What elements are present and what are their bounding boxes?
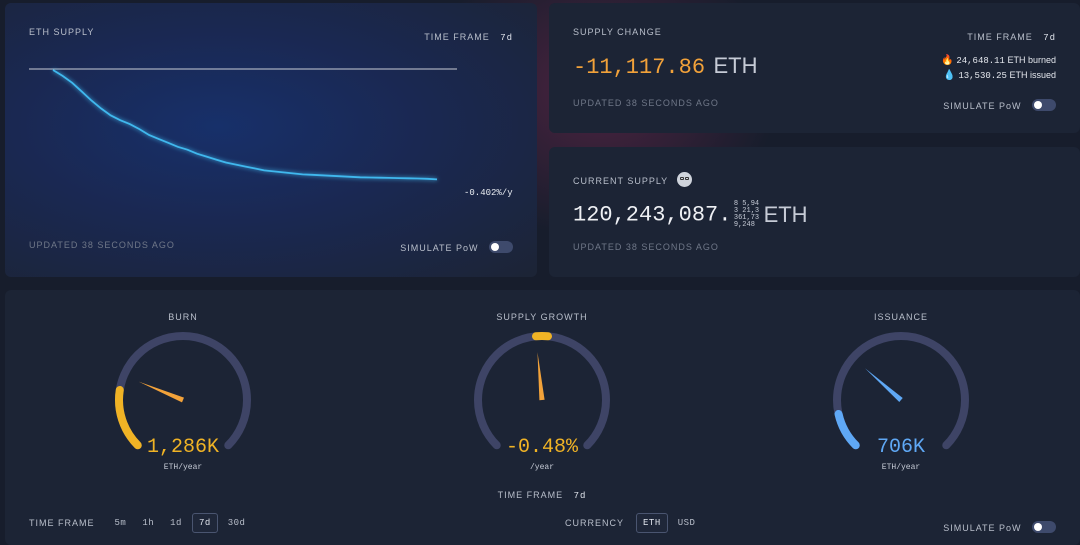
growth-unit: /year — [529, 463, 554, 472]
timeframe-button-5m[interactable]: 5m — [114, 518, 127, 528]
gauge-needle — [537, 352, 545, 401]
decimal-line: 361,73 — [733, 214, 760, 222]
current-supply-decimals: 8 5,94 3 21,3 361,73 9,248 — [734, 201, 759, 229]
currency-selector: CURRENCY ETH USD — [565, 513, 701, 533]
burn-value: 1,286K — [146, 436, 219, 459]
gauge-needle — [864, 368, 903, 402]
current-supply-integer: 120,243,087. — [573, 202, 732, 228]
gauge-fill — [115, 385, 142, 450]
current-supply-updated: UPDATED 38 SECONDS AGO — [573, 242, 719, 252]
burn-issue-breakdown: 🔥 24,648.11 ETH burned 💧 13,530.25 ETH i… — [941, 55, 1056, 81]
currency-button-usd[interactable]: USD — [677, 518, 696, 528]
simulate-label: SIMULATE PoW — [400, 243, 479, 253]
issued-value: 13,530.25 — [958, 71, 1007, 81]
supply-series-line — [52, 69, 438, 181]
footer-simulate: SIMULATE PoW — [943, 518, 1056, 536]
simulate-label: SIMULATE PoW — [943, 523, 1022, 533]
decimal-line: 3 21,3 — [733, 207, 760, 215]
supply-change-timeframe: TIME FRAME 7d — [967, 27, 1056, 45]
growth-title: SUPPLY GROWTH — [496, 312, 588, 322]
current-supply-card: CURRENT SUPPLY 120,243,087. 8 5,94 3 21,… — [549, 147, 1080, 277]
timeframe-value: 7d — [1043, 33, 1056, 43]
issuance-title: ISSUANCE — [873, 312, 928, 322]
burn-gauge — [115, 331, 251, 450]
supply-change-card: SUPPLY CHANGE TIME FRAME 7d -11,117.86 E… — [549, 3, 1080, 133]
eth-supply-updated: UPDATED 38 SECONDS AGO — [29, 240, 175, 250]
growth-timeframe: TIME FRAME 7d — [462, 485, 622, 503]
nerd-face-icon — [676, 172, 692, 188]
timeframe-button-7d[interactable]: 7d — [191, 513, 218, 533]
droplet-icon: 💧 — [943, 70, 956, 81]
supply-change-amount: -11,117.86 ETH — [573, 53, 757, 80]
timeframe-button-1d[interactable]: 1d — [170, 518, 182, 528]
timeframe-label: TIME FRAME — [497, 490, 564, 500]
timeframe-selector: TIME FRAME 5m 1h 1d 7d 30d — [29, 513, 251, 533]
simulate-label: SIMULATE PoW — [943, 101, 1022, 111]
burned-label: ETH burned — [1007, 55, 1056, 65]
timeframe-label: TIME FRAME — [424, 32, 490, 42]
supply-change-unit: ETH — [713, 53, 758, 78]
growth-value: -0.48% — [505, 436, 578, 459]
timeframe-button-30d[interactable]: 30d — [227, 518, 246, 528]
supply-change-title: SUPPLY CHANGE — [573, 27, 662, 37]
issuance-gauge — [833, 331, 969, 450]
timeframe-value: 7d — [573, 491, 587, 501]
timeframe-selector-label: TIME FRAME — [29, 518, 95, 528]
supply-change-updated: UPDATED 38 SECONDS AGO — [573, 98, 719, 108]
burn-title: BURN — [168, 312, 198, 322]
gauge-fill — [834, 409, 860, 450]
supply-growth-gauge — [474, 331, 610, 450]
currency-button-eth[interactable]: ETH — [636, 513, 668, 533]
issuance-value: 706K — [876, 436, 925, 459]
current-supply-unit: ETH — [763, 202, 808, 227]
current-supply-header: CURRENT SUPPLY — [573, 171, 692, 189]
decimal-line: 8 5,94 — [733, 200, 760, 208]
decimal-line: 9,248 — [733, 221, 755, 229]
eth-supply-card: ETH SUPPLY TIME FRAME 7d -0.402%/y UPDAT… — [5, 3, 537, 277]
issued-label: ETH issued — [1009, 70, 1056, 80]
burn-unit: ETH/year — [163, 463, 203, 472]
simulate-pow-toggle[interactable] — [1032, 98, 1056, 111]
eth-supply-chart — [29, 68, 457, 181]
gauge-needle — [138, 381, 184, 403]
gauges-card: BURN 1,286K ETH/year SUPPLY GROWTH -0.48… — [5, 290, 1080, 545]
burned-row: 🔥 24,648.11 ETH burned — [941, 55, 1056, 66]
timeframe-button-1h[interactable]: 1h — [142, 518, 155, 528]
issued-row: 💧 13,530.25 ETH issued — [941, 70, 1056, 81]
eth-supply-simulate: SIMULATE PoW — [400, 238, 513, 256]
gauge-track — [115, 331, 251, 450]
eth-supply-timeframe: TIME FRAME 7d — [424, 27, 513, 45]
issuance-unit: ETH/year — [881, 463, 921, 472]
simulate-pow-toggle[interactable] — [489, 240, 513, 253]
timeframe-value: 7d — [500, 33, 513, 43]
timeframe-label: TIME FRAME — [967, 32, 1033, 42]
supply-change-simulate: SIMULATE PoW — [943, 96, 1056, 114]
current-supply-title: CURRENT SUPPLY — [573, 176, 669, 186]
currency-label: CURRENCY — [565, 518, 625, 528]
gauge-track — [833, 331, 969, 450]
simulate-pow-toggle[interactable] — [1032, 520, 1056, 533]
supply-change-value: -11,117.86 — [573, 55, 706, 80]
supply-rate: -0.402%/y — [464, 188, 513, 198]
eth-supply-title: ETH SUPPLY — [29, 27, 95, 37]
current-supply-amount: 120,243,087. 8 5,94 3 21,3 361,73 9,248 … — [573, 201, 808, 229]
fire-icon: 🔥 — [941, 55, 954, 66]
burned-value: 24,648.11 — [956, 56, 1005, 66]
